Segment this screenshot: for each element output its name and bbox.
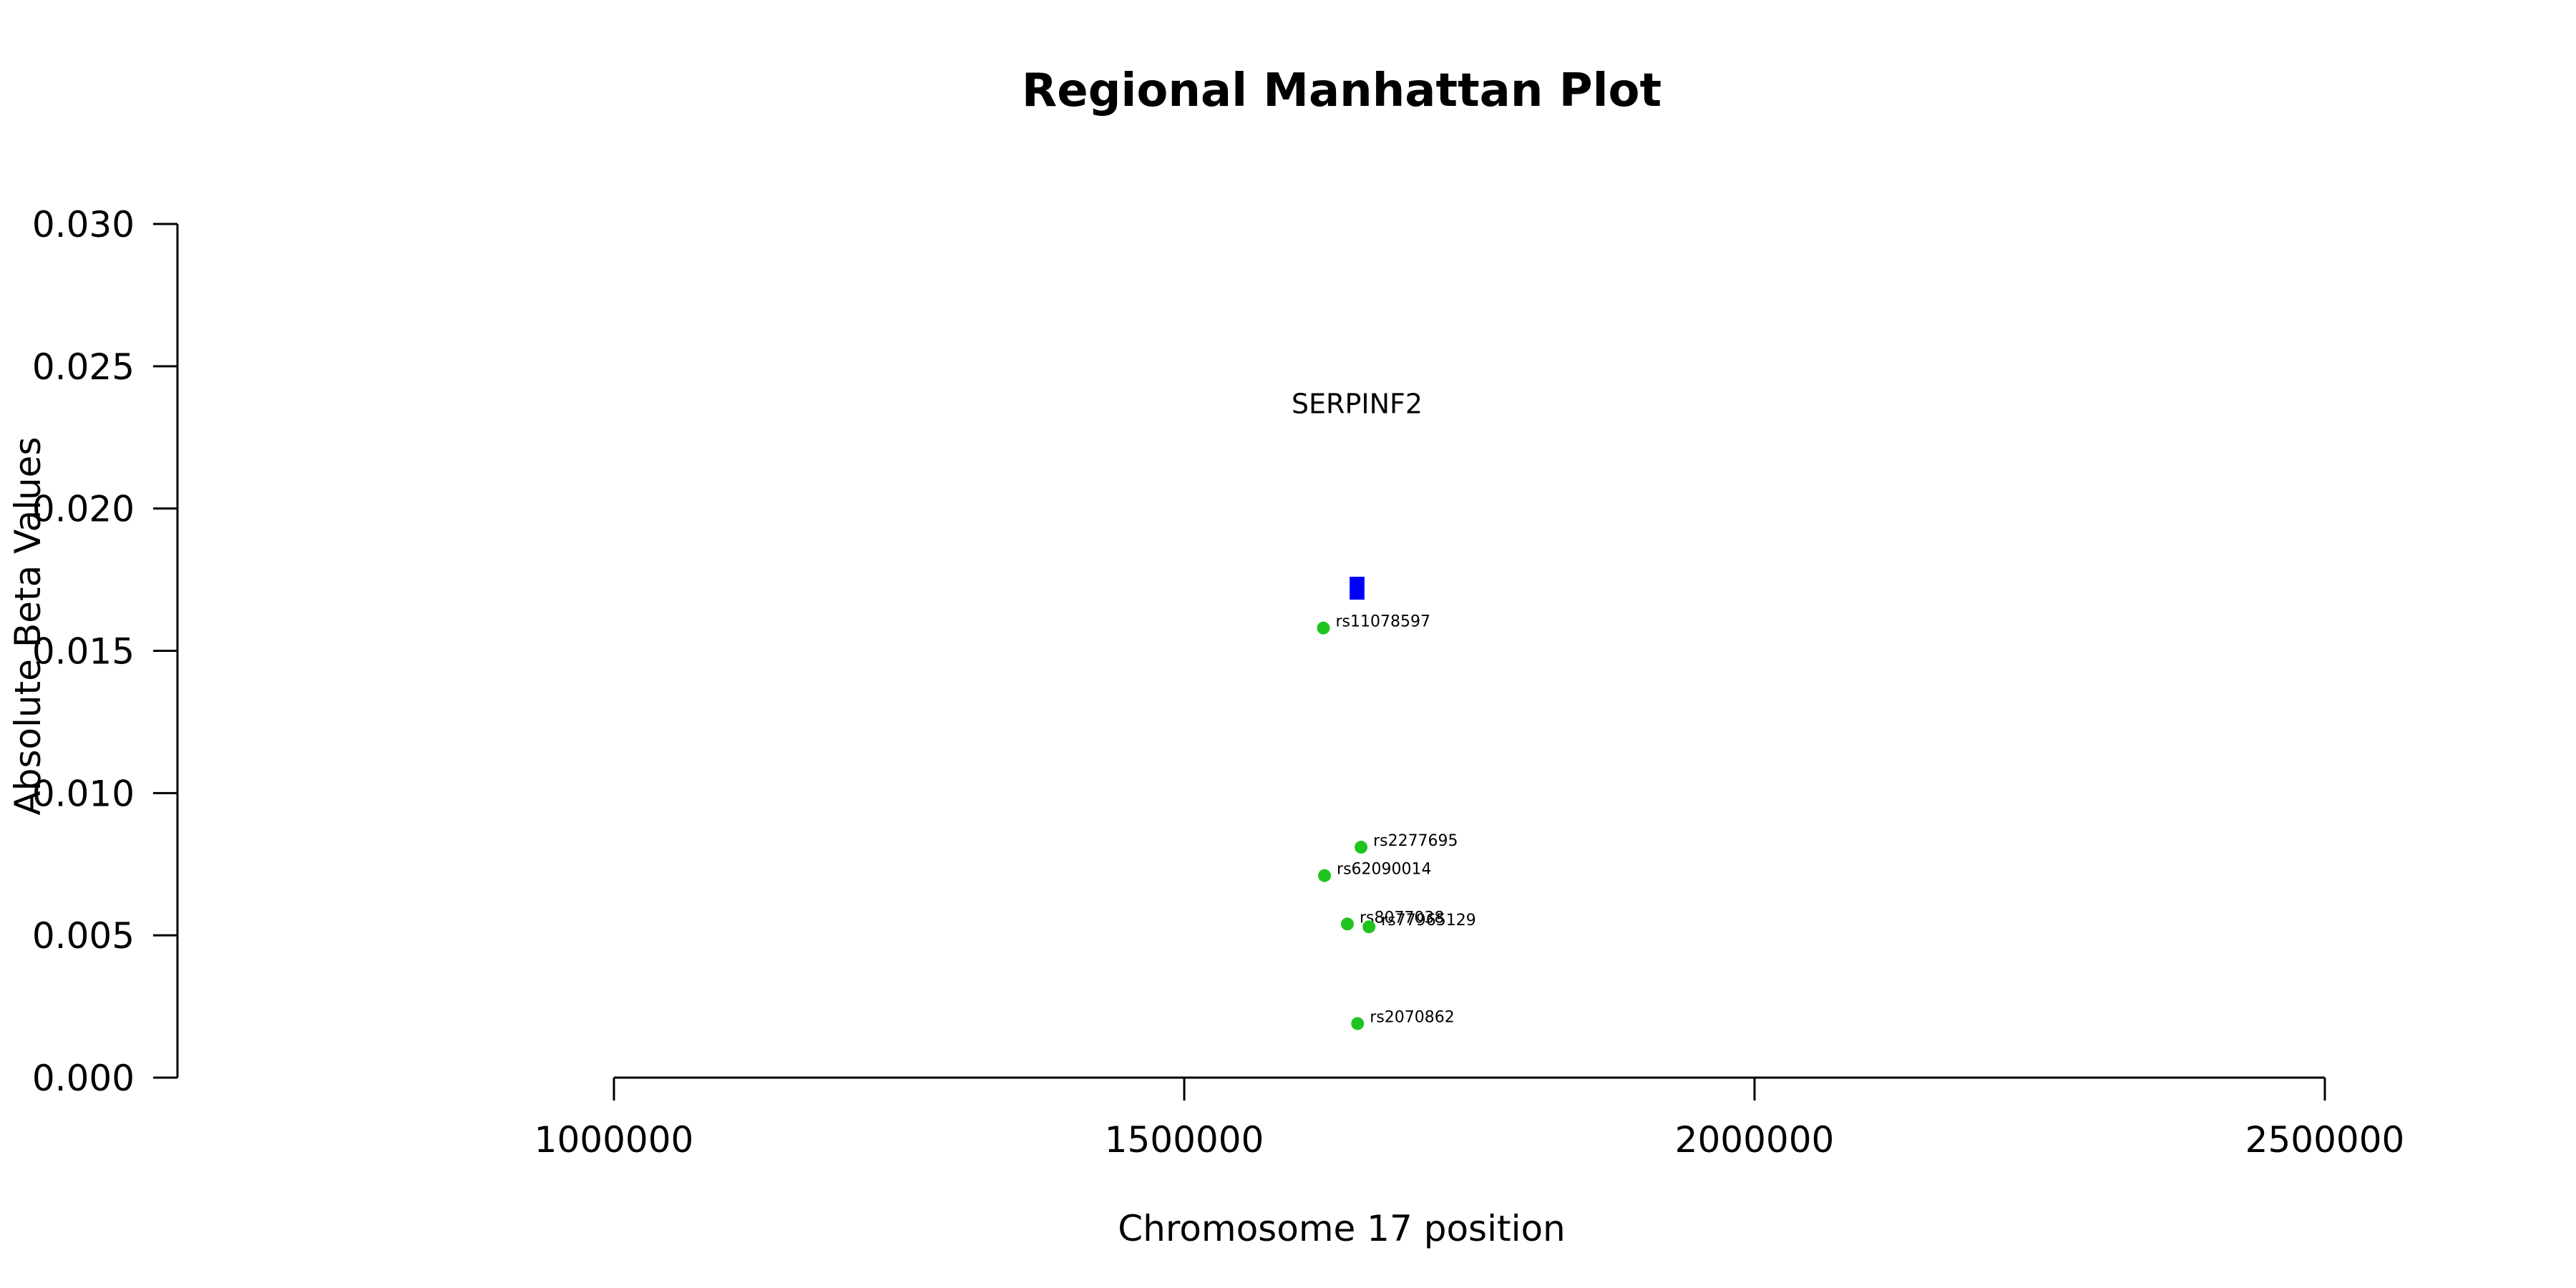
- snp-point: [1340, 917, 1354, 931]
- y-tick-label: 0.000: [32, 1058, 135, 1099]
- snp-point: [1362, 920, 1376, 934]
- snp-point: [1317, 621, 1330, 635]
- snp-point: [1318, 869, 1332, 882]
- snp-label: rs2277695: [1373, 832, 1458, 850]
- y-tick-label: 0.020: [32, 489, 135, 530]
- y-tick-label: 0.030: [32, 204, 135, 245]
- gene-bar: [1350, 577, 1365, 600]
- x-tick-label: 2000000: [1675, 1119, 1835, 1161]
- snp-label: rs11078597: [1335, 613, 1430, 631]
- y-axis: 0.000 0.005 0.010 0.015 0.020 0.025 0.030: [32, 204, 179, 1099]
- y-tick-label: 0.010: [32, 773, 135, 814]
- y-axis-title: Absolute Beta Values: [7, 437, 49, 816]
- y-tick-label: 0.015: [32, 631, 135, 673]
- x-tick-label: 2500000: [2245, 1119, 2405, 1161]
- snp-label: rs2070862: [1370, 1008, 1455, 1026]
- x-axis-title: Chromosome 17 position: [1118, 1208, 1566, 1249]
- snp-point: [1355, 840, 1368, 854]
- gene-label: SERPINF2: [1292, 389, 1423, 420]
- x-axis: 1000000 1500000 2000000 2500000: [535, 1076, 2405, 1161]
- snp-label: rs77965129: [1381, 912, 1475, 930]
- points-layer: rs11078597rs2277695rs62090014rs8077038rs…: [1317, 613, 1476, 1030]
- y-tick-label: 0.005: [32, 915, 135, 957]
- snp-point: [1351, 1017, 1365, 1030]
- x-tick-label: 1500000: [1105, 1119, 1264, 1161]
- gene-layer: SERPINF2: [1292, 389, 1423, 600]
- x-tick-label: 1000000: [535, 1119, 694, 1161]
- y-tick-label: 0.025: [32, 346, 135, 388]
- snp-label: rs62090014: [1337, 861, 1431, 879]
- chart-title: Regional Manhattan Plot: [1022, 64, 1662, 117]
